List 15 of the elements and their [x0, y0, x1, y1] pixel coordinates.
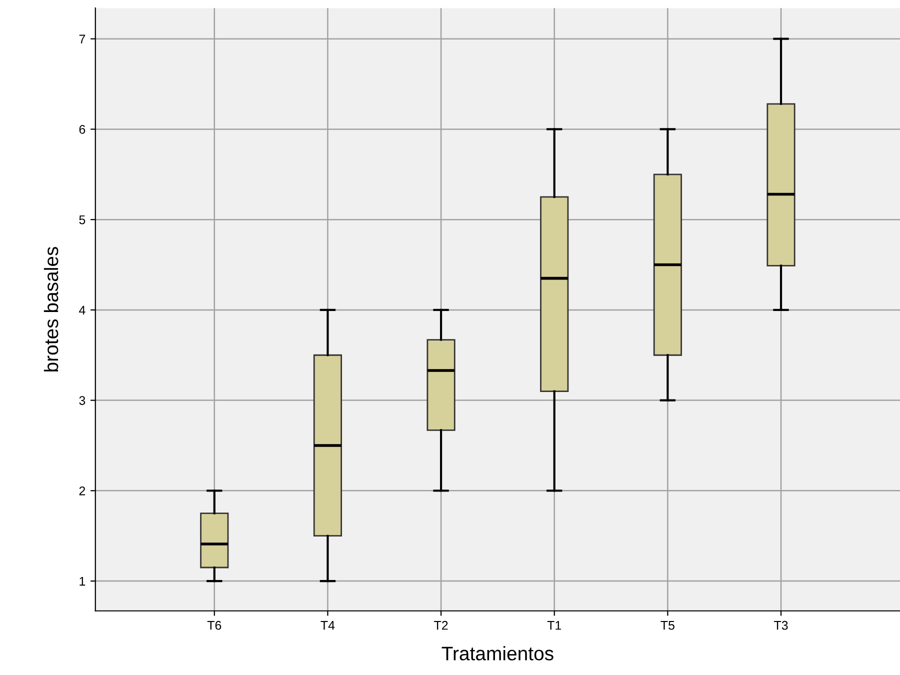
x-tick-label: T2 — [434, 620, 448, 630]
x-tick-label: T5 — [660, 621, 674, 630]
y-tick-label: 4 — [79, 306, 86, 314]
y-tick-label: 1 — [80, 576, 86, 586]
y-axis-title: brotes basales — [44, 246, 58, 372]
y-tick-label: 3 — [79, 396, 86, 405]
y-tick-label: 7 — [79, 34, 86, 44]
y-tick-label: 5 — [79, 216, 86, 224]
x-tick-label: T4 — [320, 621, 335, 630]
x-tick-label: T1 — [547, 621, 562, 630]
x-tick-label: T6 — [207, 620, 222, 630]
y-tick-label: 6 — [79, 125, 86, 134]
y-tick-label: 2 — [79, 486, 86, 496]
x-tick-label: T3 — [774, 620, 788, 630]
x-axis-title: Tratamientos — [442, 646, 554, 660]
